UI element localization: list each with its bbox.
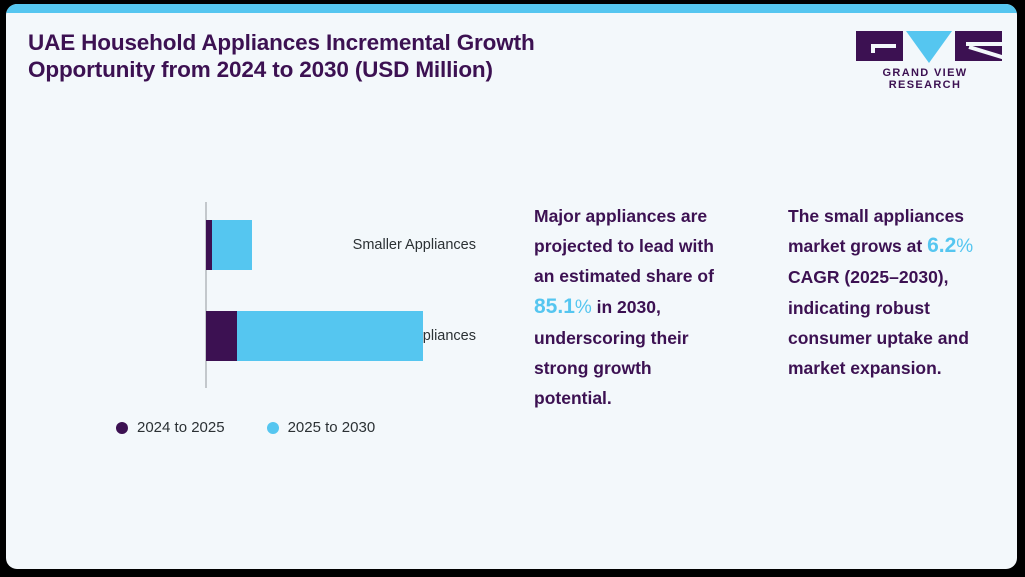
logo-r-slot-icon [966,42,1002,46]
page-title: UAE Household Appliances Incremental Gro… [28,30,535,82]
insight-small-stat-value: 6.2 [927,234,957,258]
legend-dot-icon [266,421,279,434]
chart-legend: 2024 to 2025 2025 to 2030 [116,419,375,436]
legend-item-2024-to-2025[interactable]: 2024 to 2025 [116,419,225,436]
legend-item-2025-to-2030[interactable]: 2025 to 2030 [266,419,376,436]
logo-letter-r-icon [955,31,1002,61]
logo-mark-icon [856,31,1002,63]
stacked-bar-chart: Smaller Appliances Major Appliances 2024… [6,97,476,477]
insight-major-text-part2: in 2030, underscoring their strong growt… [534,296,689,409]
legend-label: 2025 to 2030 [287,419,376,436]
bar-row-major-appliances: Major Appliances [6,311,476,361]
bar-segment-2025-to-2030[interactable] [212,220,252,270]
infographic-card: UAE Household Appliances Incremental Gro… [6,4,1017,569]
insight-major-stat-percent: % [574,296,592,318]
bar-segment-2025-to-2030[interactable] [237,311,423,361]
logo-g-slot-icon [871,44,896,48]
chart-axis-line [205,202,207,388]
insight-major-stat-value: 85.1 [534,294,575,318]
bar-row-smaller-appliances: Smaller Appliances [6,220,476,270]
bar-track-smaller-appliances [206,220,252,270]
legend-dot-icon [116,421,128,434]
logo-wordmark: GRAND VIEW RESEARCH [882,67,968,91]
insight-small-stat-percent: % [956,236,974,258]
insight-major-text-part1: Major appliances are projected to lead w… [534,206,714,287]
insight-small-text-part2: CAGR (2025–2030), indicating robust cons… [788,267,969,379]
logo-g-slot-vertical-icon [871,44,875,53]
insight-small-text-part1: The small appliances market grows at [788,206,965,257]
bar-segment-2024-to-2025[interactable] [206,311,237,361]
legend-label: 2024 to 2025 [137,419,225,436]
bar-track-major-appliances [206,311,423,361]
bar-label-smaller-appliances: Smaller Appliances [352,237,476,253]
insight-major-appliances: Major appliances are projected to lead w… [534,201,726,413]
bar-segment-2024-to-2025[interactable] [206,220,212,270]
logo-letter-g-icon [856,31,903,61]
top-accent-bar [6,4,1017,13]
insight-small-appliances: The small appliances market grows at 6.2… [788,201,986,383]
grand-view-research-logo: GRAND VIEW RESEARCH [849,29,1002,91]
logo-letter-v-triangle-icon [906,31,952,63]
header: UAE Household Appliances Incremental Gro… [6,13,1017,97]
logo-r-diagonal-icon [968,45,1002,61]
